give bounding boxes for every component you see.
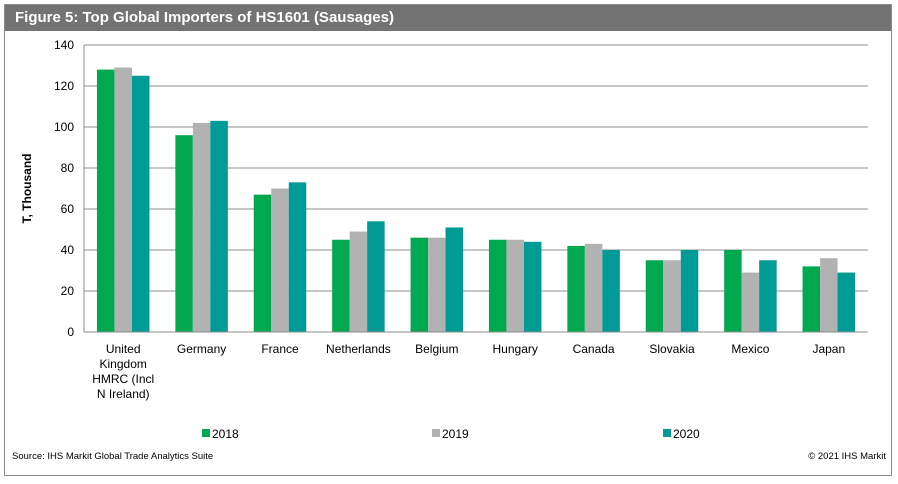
bar-2018	[802, 266, 821, 332]
chart-title: Figure 5: Top Global Importers of HS1601…	[5, 5, 891, 31]
x-tick-label-line: Germany	[177, 342, 226, 356]
y-tick-label: 100	[54, 120, 74, 134]
legend-swatch-2019	[432, 429, 440, 437]
x-tick-label-line: Hungary	[493, 342, 538, 356]
bar-2019	[741, 272, 760, 332]
x-tick-label: Slovakia	[649, 342, 695, 356]
x-tick-label-line: Canada	[573, 342, 615, 356]
x-tick-label-line: HMRC (Incl	[92, 372, 154, 386]
bar-2019	[349, 231, 368, 332]
x-tick-label: Canada	[573, 342, 615, 356]
x-tick-label: Mexico	[731, 342, 769, 356]
bar-2020	[210, 120, 228, 332]
x-tick-label: Netherlands	[326, 342, 391, 356]
x-tick-label-line: France	[261, 342, 299, 356]
y-tick-label: 80	[61, 161, 75, 175]
bar-2020	[680, 250, 699, 332]
y-tick-label: 20	[61, 284, 75, 298]
bar-2018	[488, 239, 507, 332]
bar-2019	[663, 260, 681, 332]
x-tick-label-line: Japan	[812, 342, 845, 356]
y-tick-label: 60	[61, 202, 75, 216]
y-tick-label: 40	[61, 243, 75, 257]
x-tick-label: Germany	[177, 342, 226, 356]
legend-label-2019: 2019	[442, 427, 469, 441]
x-tick-label-line: Mexico	[731, 342, 769, 356]
bar-2018	[253, 194, 272, 332]
y-tick-label: 0	[67, 325, 74, 339]
x-tick-label: Japan	[812, 342, 845, 356]
bar-2018	[175, 135, 193, 332]
bar-2020	[367, 221, 385, 332]
bar-2019	[584, 243, 603, 332]
bar-2018	[410, 237, 429, 332]
x-tick-label-line: United	[106, 342, 141, 356]
bar-2020	[288, 182, 307, 332]
bar-2019	[192, 122, 211, 333]
bar-2018	[645, 260, 664, 332]
bar-2018	[724, 250, 742, 332]
y-tick-label: 140	[54, 38, 74, 52]
bar-2018	[96, 69, 115, 332]
y-axis-label: T, Thousand	[20, 154, 34, 224]
y-tick-label: 120	[54, 79, 74, 93]
bar-2020	[602, 250, 620, 332]
bar-2020	[523, 241, 542, 332]
bar-2019	[428, 237, 446, 332]
bar-2019	[114, 67, 132, 333]
bar-2019	[820, 258, 838, 332]
x-tick-label: United Kingdom HMRC (Incl N Ireland)	[92, 342, 154, 401]
x-tick-label-line: Netherlands	[326, 342, 391, 356]
bar-2019	[271, 188, 289, 332]
x-tick-label-line: Kingdom	[100, 357, 147, 371]
x-tick-label-line: N Ireland)	[97, 387, 150, 401]
bar-2018	[332, 239, 350, 332]
figure-frame: Figure 5: Top Global Importers of HS1601…	[4, 4, 892, 476]
copyright-note: © 2021 IHS Markit	[808, 451, 886, 462]
legend-label-2020: 2020	[673, 427, 700, 441]
x-tick-label: Belgium	[415, 342, 458, 356]
source-note: Source: IHS Markit Global Trade Analytic…	[12, 451, 214, 462]
legend-swatch-2018	[202, 429, 210, 437]
x-tick-label: France	[261, 342, 299, 356]
x-tick-label-line: Slovakia	[649, 342, 695, 356]
legend-label-2018: 2018	[212, 427, 239, 441]
x-tick-label: Hungary	[493, 342, 538, 356]
bar-2018	[567, 245, 585, 332]
bar-2020	[131, 75, 150, 332]
bar-2019	[506, 239, 524, 332]
legend-swatch-2020	[663, 429, 671, 437]
bar-2020	[837, 272, 856, 332]
bar-2020	[445, 227, 464, 332]
x-tick-label-line: Belgium	[415, 342, 458, 356]
bar-2020	[759, 260, 777, 332]
